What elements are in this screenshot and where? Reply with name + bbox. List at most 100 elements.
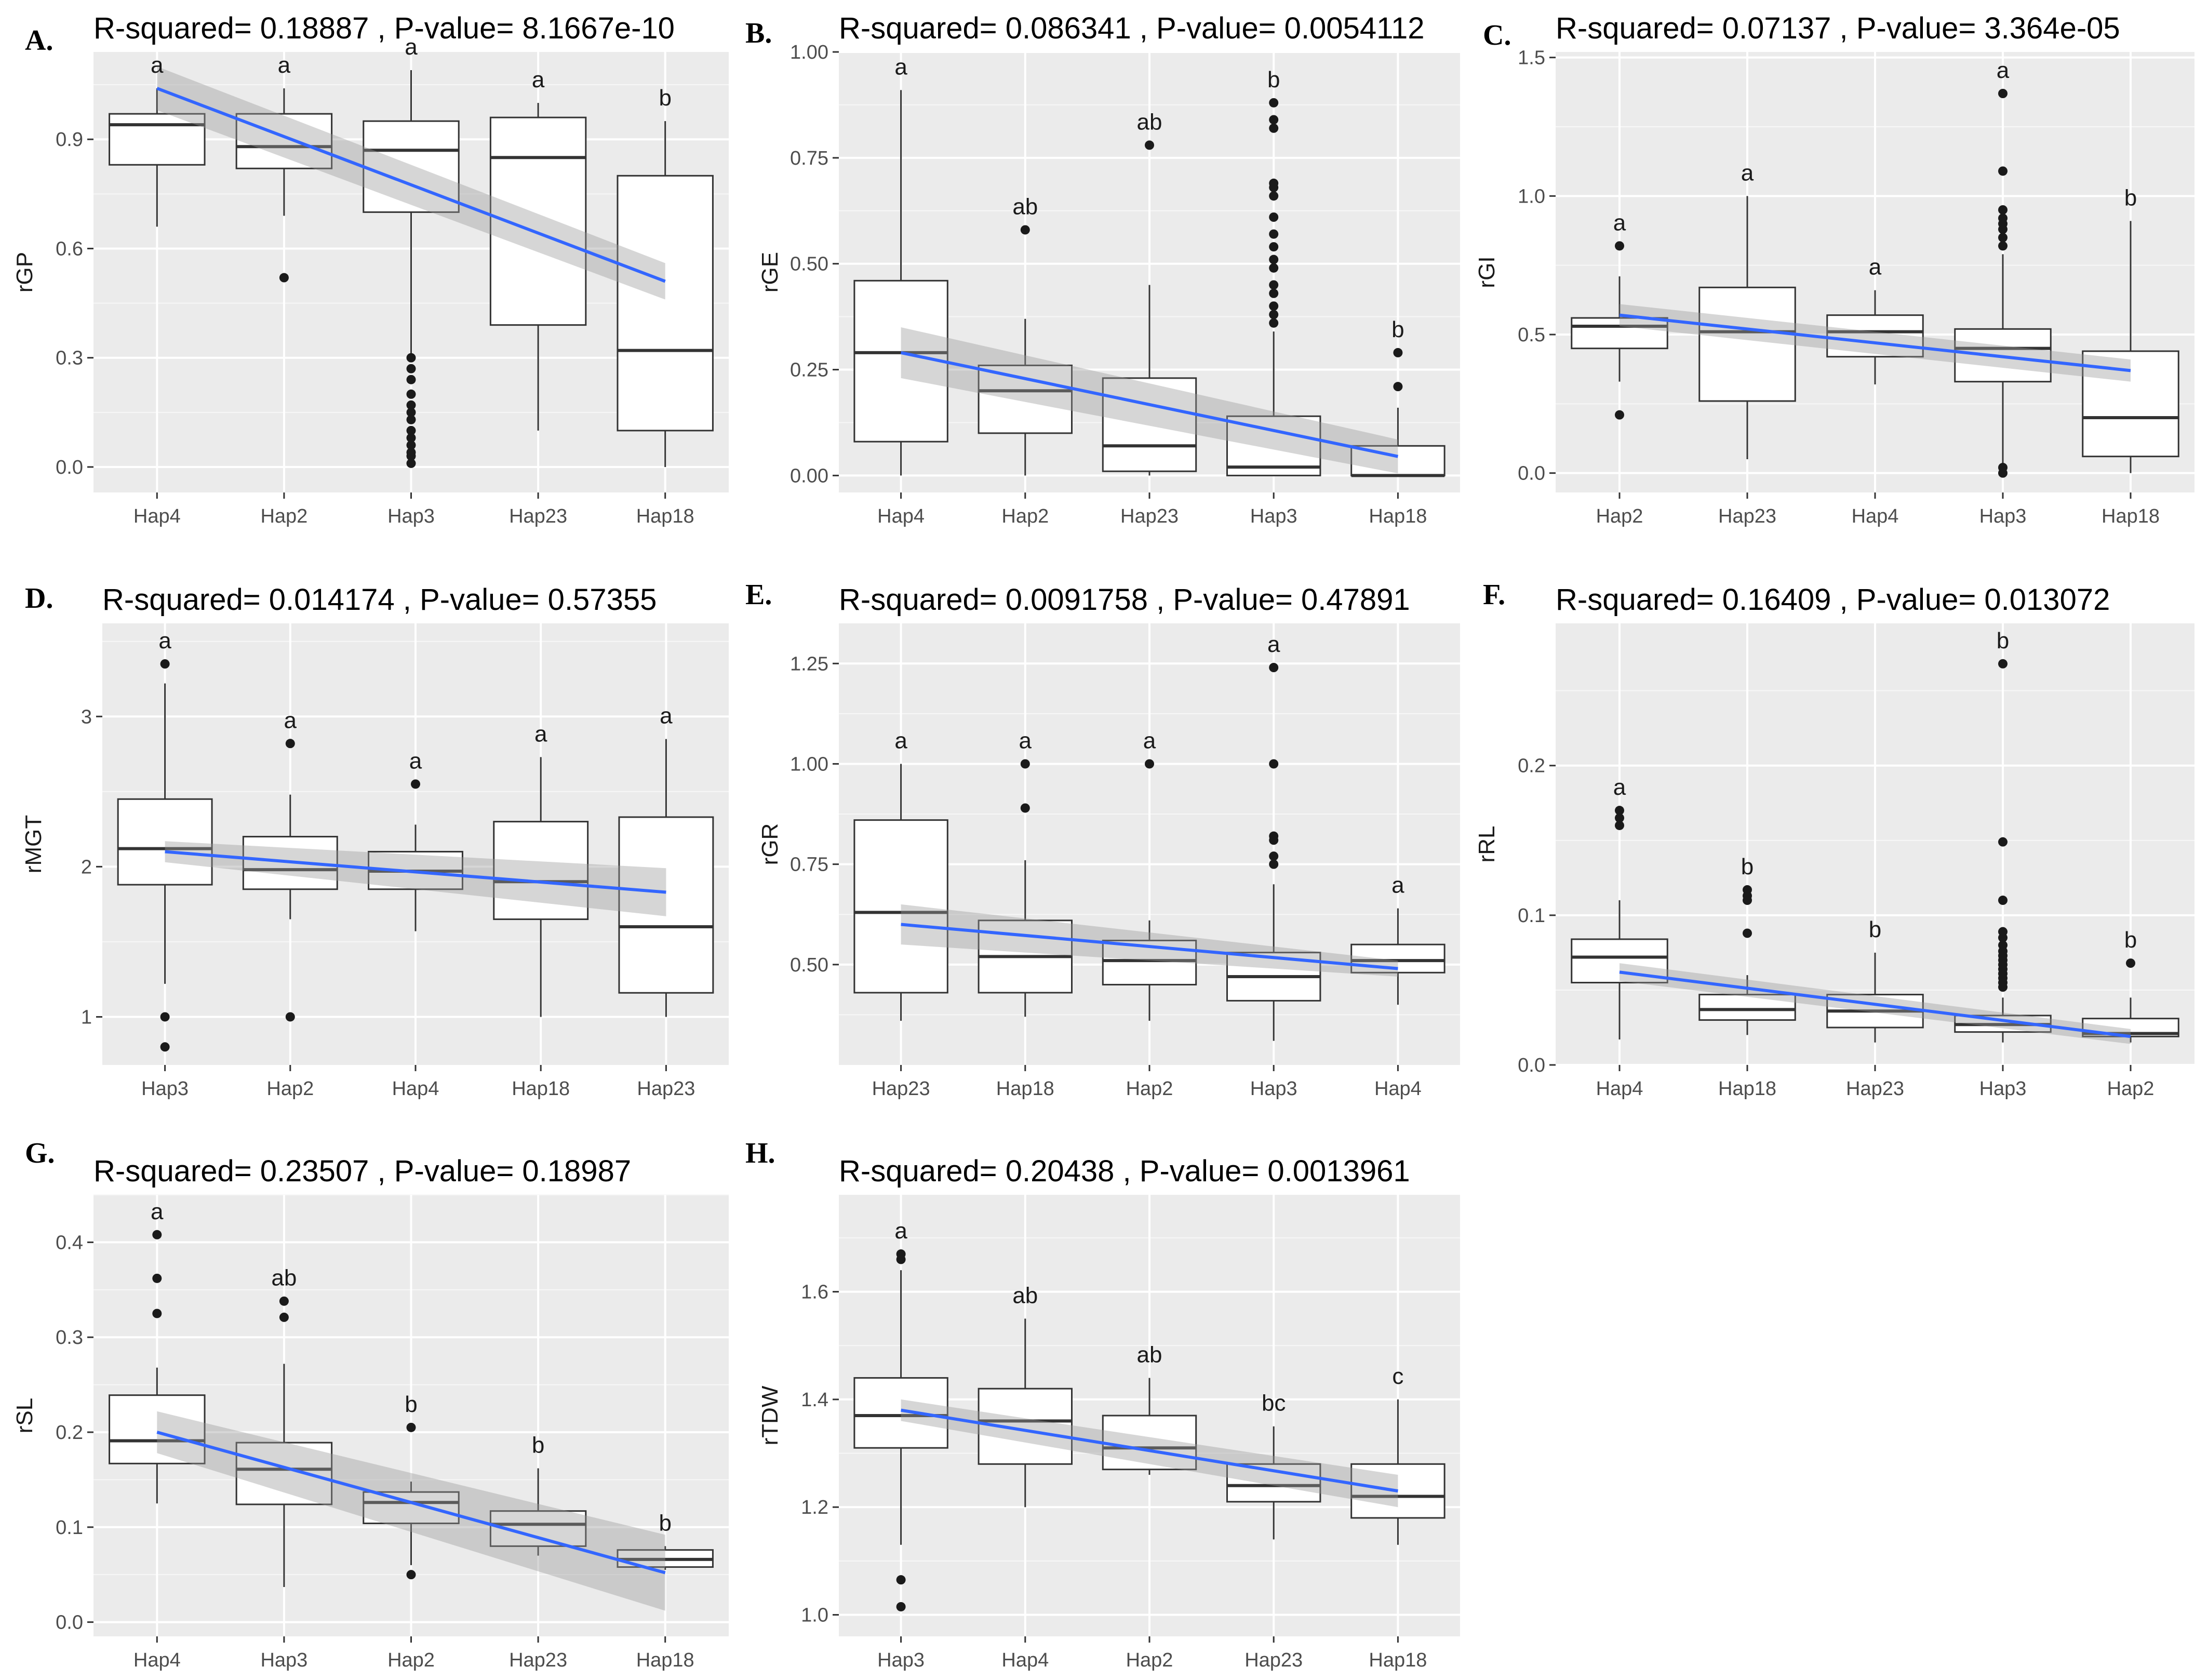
x-tick-label: Hap18 — [1369, 1649, 1427, 1671]
panel-e: E. R-squared= 0.0091758 , P-value= 0.4789… — [745, 579, 1460, 1100]
x-tick-label: Hap2 — [1001, 505, 1049, 527]
outlier-point — [1269, 255, 1279, 264]
x-tick-label: Hap4 — [133, 1649, 181, 1671]
y-tick-label: 0.0 — [1518, 463, 1545, 485]
outlier-point — [1145, 759, 1154, 769]
outlier-point — [1615, 241, 1624, 251]
outlier-point — [1269, 831, 1279, 841]
significance-letter: b — [659, 1510, 671, 1536]
outlier-point — [1615, 806, 1624, 816]
box-hap3 — [117, 659, 213, 1052]
panel-letter: H. — [745, 1137, 775, 1169]
outlier-point — [2126, 958, 2135, 968]
box-hap3 — [235, 1296, 333, 1587]
box-iqr — [2082, 350, 2179, 458]
regression-line — [901, 923, 1398, 970]
outlier-point — [1145, 140, 1154, 150]
outlier-point — [1269, 288, 1279, 298]
confidence-band — [165, 841, 666, 916]
chart-title: R-squared= 0.014174 , P-value= 0.57355 — [102, 583, 657, 617]
x-tick-label: Hap23 — [872, 1078, 930, 1100]
y-tick-label: 0.2 — [56, 1422, 83, 1444]
outlier-point — [279, 273, 289, 283]
y-axis-label: rTDW — [757, 1385, 783, 1445]
outlier-point — [1020, 759, 1030, 769]
y-axis-label: rRL — [1474, 826, 1500, 863]
x-tick-label: Hap18 — [636, 1649, 694, 1671]
significance-letter: a — [151, 52, 164, 78]
x-tick-label: Hap2 — [1596, 505, 1643, 527]
x-tick-label: Hap2 — [1126, 1078, 1173, 1100]
x-tick-label: Hap3 — [1250, 505, 1297, 527]
x-tick-label: Hap3 — [141, 1078, 189, 1100]
outlier-point — [1998, 837, 2008, 847]
chart-title: R-squared= 0.23507 , P-value= 0.18987 — [93, 1154, 631, 1188]
box-hap23 — [853, 764, 948, 1021]
x-tick-label: Hap23 — [1120, 505, 1179, 527]
significance-letter: a — [1997, 58, 2010, 83]
confidence-band — [901, 327, 1398, 474]
panel-d: D. R-squared= 0.014174 , P-value= 0.57355… — [21, 582, 729, 1100]
panel-letter: B. — [745, 17, 772, 49]
regression-line — [165, 850, 666, 894]
y-tick-label: 2 — [81, 856, 92, 878]
box-iqr — [235, 1442, 333, 1505]
box-iqr — [493, 821, 589, 921]
outlier-point — [1743, 885, 1752, 895]
outlier-point — [406, 353, 416, 363]
box-iqr — [853, 819, 948, 994]
x-tick-label: Hap4 — [1374, 1078, 1422, 1100]
outlier-point — [160, 659, 170, 669]
y-tick-label: 0.2 — [1518, 755, 1545, 777]
box-hap2 — [1571, 241, 1668, 420]
outlier-point — [152, 1273, 162, 1283]
x-tick-label: Hap3 — [260, 1649, 307, 1671]
box-iqr — [109, 1394, 206, 1464]
outlier-point — [1998, 233, 2008, 243]
chart-title: R-squared= 0.20438 , P-value= 0.0013961 — [839, 1154, 1410, 1188]
outlier-point — [1020, 803, 1030, 813]
outlier-point — [1269, 263, 1279, 273]
outlier-point — [406, 1570, 416, 1580]
box-iqr — [1571, 938, 1668, 984]
outlier-point — [896, 1249, 906, 1259]
significance-letter: ab — [1012, 194, 1038, 219]
outlier-point — [1998, 940, 2008, 950]
significance-letter: ab — [1012, 1283, 1038, 1308]
outlier-point — [1393, 348, 1403, 357]
significance-letter: a — [534, 721, 547, 746]
outlier-point — [1998, 89, 2008, 98]
box-iqr — [109, 113, 206, 166]
x-tick-label: Hap23 — [509, 1649, 567, 1671]
x-tick-label: Hap18 — [1718, 1078, 1776, 1100]
y-tick-label: 0.0 — [1518, 1055, 1545, 1076]
outlier-point — [1269, 191, 1279, 201]
x-tick-label: Hap4 — [1596, 1078, 1643, 1100]
significance-letter: b — [1997, 628, 2009, 654]
box-iqr — [978, 364, 1073, 434]
outlier-point — [406, 1422, 416, 1432]
box-hap2 — [363, 1422, 460, 1580]
significance-letter: b — [1869, 917, 1881, 942]
outlier-point — [1269, 310, 1279, 319]
outlier-point — [160, 1042, 170, 1052]
regression-line — [901, 1408, 1398, 1493]
panel-f: F. R-squared= 0.16409 , P-value= 0.013072… — [1474, 579, 2194, 1100]
box-iqr — [618, 816, 714, 994]
significance-letter: b — [659, 85, 671, 111]
outlier-point — [411, 779, 420, 789]
outlier-point — [160, 1012, 170, 1022]
x-tick-label: Hap18 — [512, 1078, 570, 1100]
significance-letter: a — [409, 748, 422, 774]
box-hap4 — [1826, 290, 1924, 384]
outlier-point — [1269, 759, 1279, 769]
x-tick-label: Hap4 — [1001, 1649, 1049, 1671]
panel-c: C. R-squared= 0.07137 , P-value= 3.364e-0… — [1474, 11, 2194, 527]
box-hap4 — [109, 1230, 206, 1504]
confidence-band — [157, 66, 665, 300]
box-iqr — [1102, 1415, 1197, 1471]
significance-letter: b — [532, 1432, 544, 1458]
confidence-band — [901, 1399, 1398, 1508]
box-hap23 — [1698, 196, 1796, 459]
